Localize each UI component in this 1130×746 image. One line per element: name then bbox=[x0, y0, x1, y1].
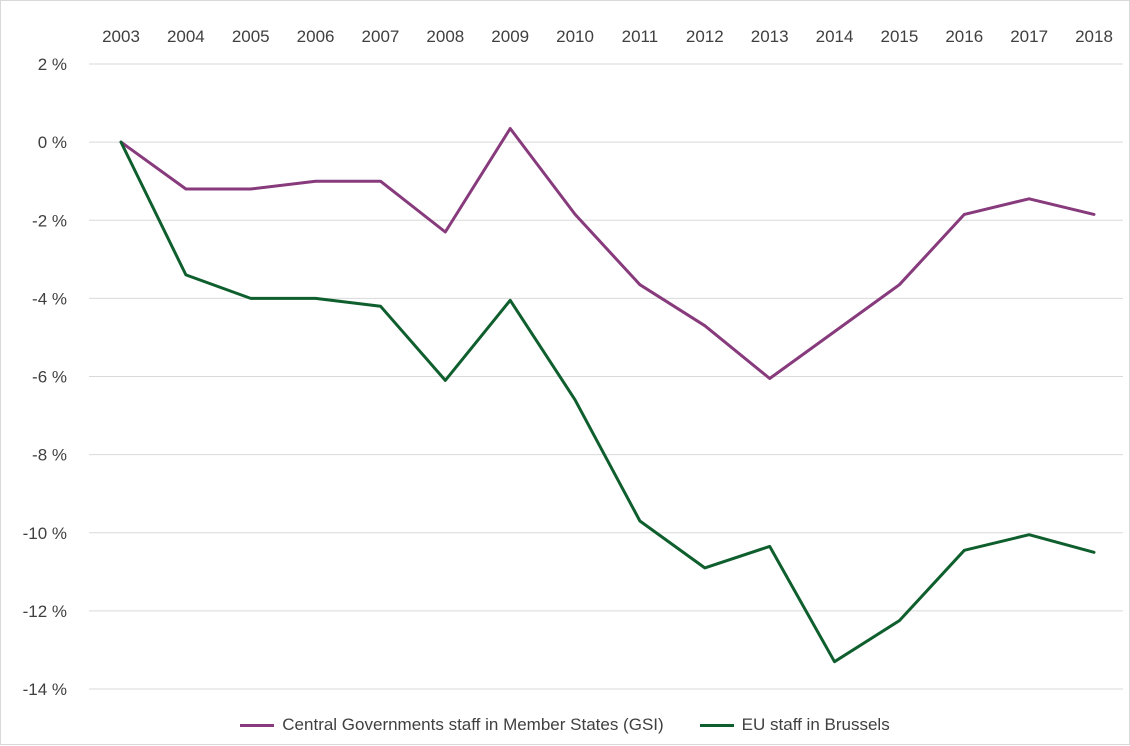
legend-label-gsi: Central Governments staff in Member Stat… bbox=[282, 715, 664, 734]
x-tick-label: 2014 bbox=[816, 27, 854, 46]
y-tick-label: -14 % bbox=[23, 680, 67, 699]
gridlines bbox=[89, 63, 1123, 690]
x-tick-label: 2015 bbox=[880, 27, 918, 46]
x-tick-label: 2010 bbox=[556, 27, 594, 46]
x-tick-label: 2016 bbox=[945, 27, 983, 46]
legend-swatch-eu bbox=[699, 723, 734, 727]
y-tick-label: -4 % bbox=[32, 289, 67, 308]
y-tick-label: -12 % bbox=[23, 602, 67, 621]
x-tick-label: 2006 bbox=[297, 27, 335, 46]
y-tick-label: -6 % bbox=[32, 368, 67, 387]
x-tick-label: 2007 bbox=[362, 27, 400, 46]
legend-swatch-gsi bbox=[240, 723, 275, 727]
y-tick-label: 0 % bbox=[38, 133, 67, 152]
series-line-0 bbox=[119, 127, 1096, 380]
y-tick-label: -8 % bbox=[32, 446, 67, 465]
legend-item-gsi: Central Governments staff in Member Stat… bbox=[240, 715, 664, 735]
x-tick-label: 2017 bbox=[1010, 27, 1048, 46]
y-tick-label: -10 % bbox=[23, 524, 67, 543]
series-lines bbox=[119, 127, 1096, 664]
y-axis-tick-labels: 2 % 0 % -2 % -4 % -6 % -8 % -10 % -12 % -14 % bbox=[23, 55, 67, 699]
legend: Central Governments staff in Member Stat… bbox=[1, 715, 1129, 735]
legend-item-eu: EU staff in Brussels bbox=[699, 715, 890, 735]
y-tick-label: 2 % bbox=[38, 55, 67, 74]
y-tick-label: -2 % bbox=[32, 211, 67, 230]
series-line-1 bbox=[119, 140, 1096, 664]
x-tick-label: 2009 bbox=[491, 27, 529, 46]
legend-label-eu: EU staff in Brussels bbox=[741, 715, 890, 734]
x-tick-label: 2018 bbox=[1075, 27, 1113, 46]
x-tick-label: 2012 bbox=[686, 27, 724, 46]
x-tick-label: 2004 bbox=[167, 27, 205, 46]
x-tick-label: 2013 bbox=[751, 27, 789, 46]
x-tick-label: 2005 bbox=[232, 27, 270, 46]
x-axis-tick-labels: 2003 2004 2005 2006 2007 2008 2009 2010 2011 2012… bbox=[102, 27, 1113, 46]
x-tick-label: 2008 bbox=[426, 27, 464, 46]
x-tick-label: 2003 bbox=[102, 27, 140, 46]
x-tick-label: 2011 bbox=[622, 27, 659, 46]
